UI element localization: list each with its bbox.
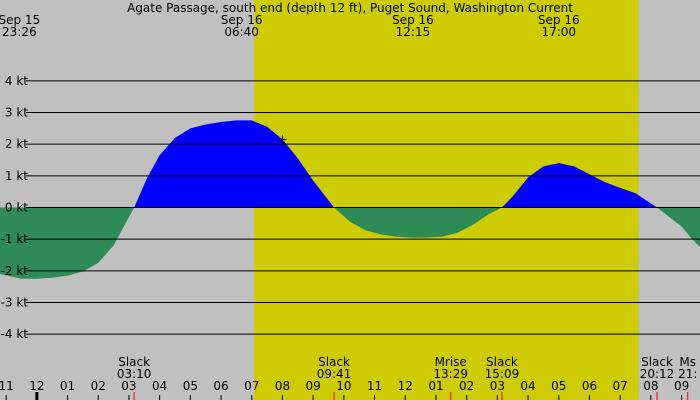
hour-axis: 11 12 01 02 03 04 05 06 07 08 09 10 11 12 01 02 03 04 05 06… (0, 379, 689, 400)
hour-tick-label: 04 (152, 379, 167, 393)
event-markers (133, 392, 689, 400)
ebb-area (0, 207, 700, 279)
event-time-label: 03:10 (117, 367, 152, 381)
y-tick-label: 4 kt (5, 74, 28, 88)
hour-tick-label: 11 (367, 379, 382, 393)
hour-tick-label: 03 (490, 379, 505, 393)
hour-tick-label: 12 (398, 379, 413, 393)
event-time-label: 09:41 (317, 367, 352, 381)
y-tick-label: 2 kt (5, 137, 28, 151)
flood-area (0, 120, 700, 208)
event-name-label: Slack (641, 355, 673, 369)
y-tick-label: -2 kt (1, 264, 29, 278)
event-labels: Slack03:10Slack09:41Mrise13:29Slack15:09… (117, 355, 698, 381)
event-time-label: 13:29 (433, 367, 468, 381)
hour-tick-label: 06 (213, 379, 228, 393)
y-tick-label: 3 kt (5, 106, 28, 120)
crosshair-marker (278, 135, 287, 144)
hour-tick-label: 05 (551, 379, 566, 393)
y-tick-label: -3 kt (1, 296, 29, 310)
hour-tick-label: 03 (121, 379, 136, 393)
hour-tick-label: 08 (275, 379, 290, 393)
event-name-label: Ms (679, 355, 696, 369)
header-date-label: Sep 16 (221, 13, 263, 27)
hour-tick-label: 02 (91, 379, 106, 393)
header-time-label: 12:15 (396, 25, 431, 39)
event-time-label: 20:12 (640, 367, 675, 381)
event-name-label: Slack (318, 355, 350, 369)
event-name-label: Mrise (435, 355, 467, 369)
hour-tick-label: 06 (582, 379, 597, 393)
header-time-label: 06:40 (224, 25, 259, 39)
y-tick-label: 0 kt (5, 201, 28, 215)
header-date-label: Sep 15 (0, 13, 40, 27)
y-tick-label: -4 kt (1, 327, 29, 341)
hour-tick-label: 10 (336, 379, 351, 393)
hour-tick-label: 08 (643, 379, 658, 393)
header-date-label: Sep 16 (538, 13, 580, 27)
hour-tick-label: 07 (244, 379, 259, 393)
current-areas (0, 120, 700, 279)
y-tick-label: 1 kt (5, 169, 28, 183)
hour-tick-label: 02 (459, 379, 474, 393)
hour-tick-label: 01 (60, 379, 75, 393)
hour-tick-label: 09 (674, 379, 689, 393)
hour-tick-label: 07 (613, 379, 628, 393)
header-date-label: Sep 16 (392, 13, 434, 27)
hour-tick-label: 12 (29, 379, 44, 393)
grid-lines (26, 80, 700, 335)
hour-tick-label: 04 (520, 379, 535, 393)
hour-tick-label: 01 (428, 379, 443, 393)
event-name-label: Slack (486, 355, 518, 369)
hour-tick-label: 11 (0, 379, 14, 393)
chart-title: Agate Passage, south end (depth 12 ft), … (127, 1, 573, 15)
hour-tick-label: 05 (183, 379, 198, 393)
event-time-label: 15:09 (485, 367, 520, 381)
event-time-label: 21: (678, 367, 697, 381)
y-tick-label: -1 kt (1, 232, 29, 246)
header-time-label: 23:26 (2, 25, 37, 39)
hour-tick-label: 09 (306, 379, 321, 393)
event-name-label: Slack (118, 355, 150, 369)
header-time-label: 17:00 (541, 25, 576, 39)
y-axis-labels: 4 kt 3 kt 2 kt 1 kt 0 kt -1 kt -2 kt -3 kt -4 kt (1, 74, 29, 341)
